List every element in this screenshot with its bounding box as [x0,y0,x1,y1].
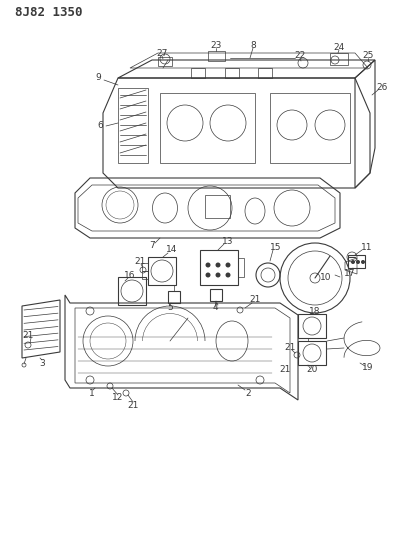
Text: 1: 1 [89,389,95,398]
Text: 21: 21 [22,330,34,340]
Text: 19: 19 [362,364,374,373]
Text: 15: 15 [270,243,282,252]
Text: 24: 24 [333,43,345,52]
Text: 10: 10 [320,273,332,282]
Bar [158,57,172,66]
Text: 21: 21 [279,366,291,375]
Text: 2: 2 [245,389,251,398]
Text: 21: 21 [249,295,261,304]
Circle shape [351,260,355,264]
Text: 21: 21 [284,343,296,352]
Text: 22: 22 [294,51,306,60]
Text: 12: 12 [112,393,124,402]
Text: 18: 18 [309,306,321,316]
Text: 20: 20 [306,366,318,375]
Text: 13: 13 [222,237,234,246]
Text: 27: 27 [156,49,168,58]
Text: 25: 25 [362,51,374,60]
Circle shape [206,272,210,278]
Text: 17: 17 [344,269,356,278]
Text: 21: 21 [134,256,146,265]
Text: 11: 11 [361,244,373,253]
Text: 7: 7 [149,241,155,251]
Text: 9: 9 [95,74,101,83]
Text: 16: 16 [124,271,136,279]
Circle shape [225,262,231,268]
Text: 8: 8 [250,41,256,50]
Text: 14: 14 [166,246,178,254]
Text: 21: 21 [127,400,139,409]
Text: 26: 26 [376,84,388,93]
Circle shape [356,260,360,264]
Circle shape [216,262,220,268]
Text: 6: 6 [97,120,103,130]
Circle shape [206,262,210,268]
Text: 4: 4 [212,303,218,312]
Circle shape [216,272,220,278]
Text: 8J82 1350: 8J82 1350 [15,6,83,20]
Circle shape [225,272,231,278]
Circle shape [361,260,365,264]
Text: 23: 23 [210,41,222,50]
Text: 3: 3 [39,359,45,367]
Text: 5: 5 [167,303,173,312]
